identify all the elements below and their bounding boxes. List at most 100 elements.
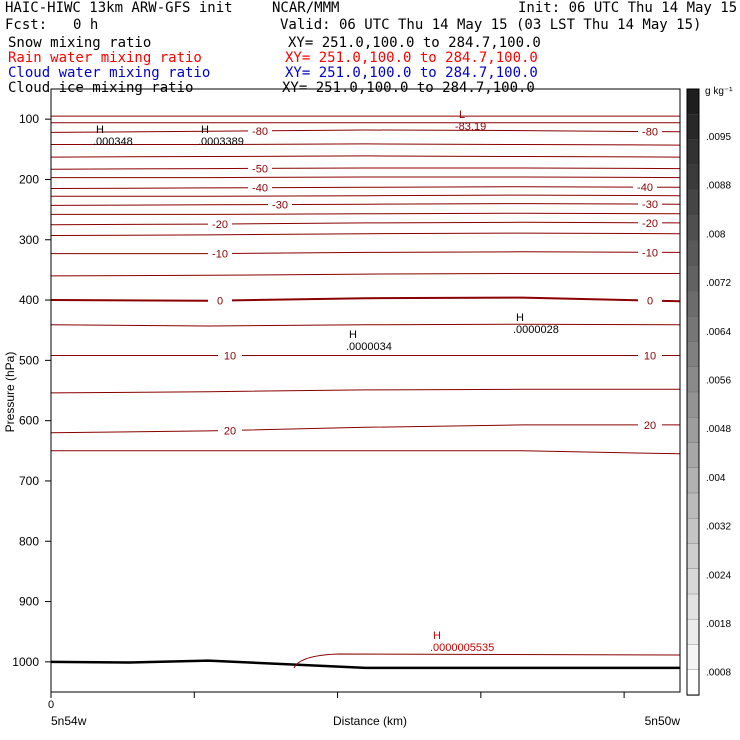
colorbar-swatch [686,290,700,317]
x-origin-label: 0 [48,699,54,711]
y-tick-label: 900 [19,595,39,609]
extremum-marker: H [433,630,441,642]
contour-label: 20 [644,420,656,432]
colorbar-swatch [686,164,700,191]
contour-label-bg [248,181,272,194]
contour-label: -30 [642,199,658,211]
contour-line [50,155,681,158]
contour-label-bg [248,124,272,137]
extremum-value: .000348 [93,136,133,148]
colorbar-frame [686,88,700,696]
colorbar-swatch [686,215,700,242]
field-cloudice-xy: XY= 251.0,100.0 to 284.7,100.0 [282,80,535,96]
colorbar-label: .0072 [706,278,731,289]
contour-line [50,388,680,394]
contour-label-bg [208,294,232,307]
field-cloudice-name: Cloud ice mixing ratio [8,80,194,96]
contour-line [50,203,681,206]
y-tick-label: 300 [19,233,39,247]
contour-line [50,186,681,189]
contour-label: 10 [224,351,236,363]
contour-line [50,221,681,226]
contour-label-bg [218,424,242,437]
extremum-marker: H [201,124,209,136]
colorbar-swatch [686,619,700,646]
colorbar-swatch [686,366,700,393]
colorbar-swatch [686,316,700,343]
colorbar-swatch [686,467,700,494]
colorbar-swatch [686,391,700,418]
contour-label: 0 [647,296,653,308]
contour-label-bg [638,246,662,259]
contour-line [51,176,681,179]
colorbar-swatch [686,139,700,166]
colorbar-swatch [686,417,700,444]
contour-label: 10 [644,351,656,363]
field-cloudwater-name: Cloud water mixing ratio [8,65,211,81]
contour-line [50,273,680,277]
colorbar-unit: g kg⁻¹ [705,86,733,97]
colorbar-label: .0095 [706,132,731,143]
contour-label: -80 [252,126,268,138]
extremum-value: .0000034 [346,341,392,353]
contour-label-bg [638,294,662,307]
colorbar-swatch [686,593,700,620]
header-valid: Valid: 06 UTC Thu 14 May 15 (03 LST Thu … [280,17,702,33]
header-fcst-value: 0 h [73,17,99,33]
colorbar-swatch [686,669,700,696]
extrema-annotations: H.000348H.0003389L-83.19H.0000034H.00000… [93,109,559,654]
extremum-marker: H [96,124,104,136]
y-tick-label: 200 [19,172,39,186]
contour-label: -30 [272,200,288,212]
contour-label: -40 [252,183,268,195]
contour-line [50,232,681,236]
extremum-marker: H [349,329,357,341]
extremum-value: -83.19 [455,121,486,133]
contour-label-bg [633,181,657,194]
x-axis-label: Distance (km) [333,714,407,728]
colorbar-swatch [686,265,700,292]
contour-label-bg [638,216,662,229]
header-title: HAIC-HIWC 13km ARW-GFS init [5,0,233,16]
colorbar-swatch [686,644,700,671]
colorbar-label: .0024 [706,570,731,581]
colorbar-label: .0048 [706,424,731,435]
rain-contour [293,653,681,669]
contour-line [51,450,681,455]
contour-label-bg [638,198,662,211]
y-tick-label: 400 [19,293,39,307]
contour-label: -80 [642,127,658,139]
y-axis-label: Pressure (hPa) [3,352,17,433]
y-tick-label: 600 [19,414,39,428]
contour-label: -40 [637,182,653,194]
y-tick-label: 700 [19,474,39,488]
contour-label-bg [208,247,232,260]
contour-label-bg [268,198,292,211]
terrain-line [50,653,681,670]
colorbar-label: .0056 [706,376,731,387]
contour-label: 0 [217,295,223,307]
colorbar-label: .0018 [706,619,731,630]
plot-frame [50,88,681,693]
colorbar-label: .0064 [706,327,731,338]
contour-label: 20 [224,425,236,437]
field-snow-xy: XY= 251.0,100.0 to 284.7,100.0 [288,35,541,51]
y-tick-label: 500 [19,353,39,367]
colorbar-label: .008 [706,229,726,240]
colorbar-label: .0032 [706,522,731,533]
contour-label-bg [218,349,242,362]
x-right-label: 5n50w [645,714,681,728]
y-tick-label: 800 [19,534,39,548]
colorbar-swatch [686,442,700,469]
contour-line [50,129,681,133]
field-rain-name: Rain water mixing ratio [8,50,202,66]
y-tick-label: 100 [19,112,39,126]
contour-label-bg [638,349,662,362]
y-tick-label: 1000 [12,655,39,669]
extremum-value: .0000028 [513,324,559,336]
contour-label: -10 [642,247,658,259]
colorbar-swatch [686,114,700,141]
header-fcst-label: Fcst: [5,17,48,33]
contour-line [50,424,680,434]
extremum-marker: H [516,312,524,324]
